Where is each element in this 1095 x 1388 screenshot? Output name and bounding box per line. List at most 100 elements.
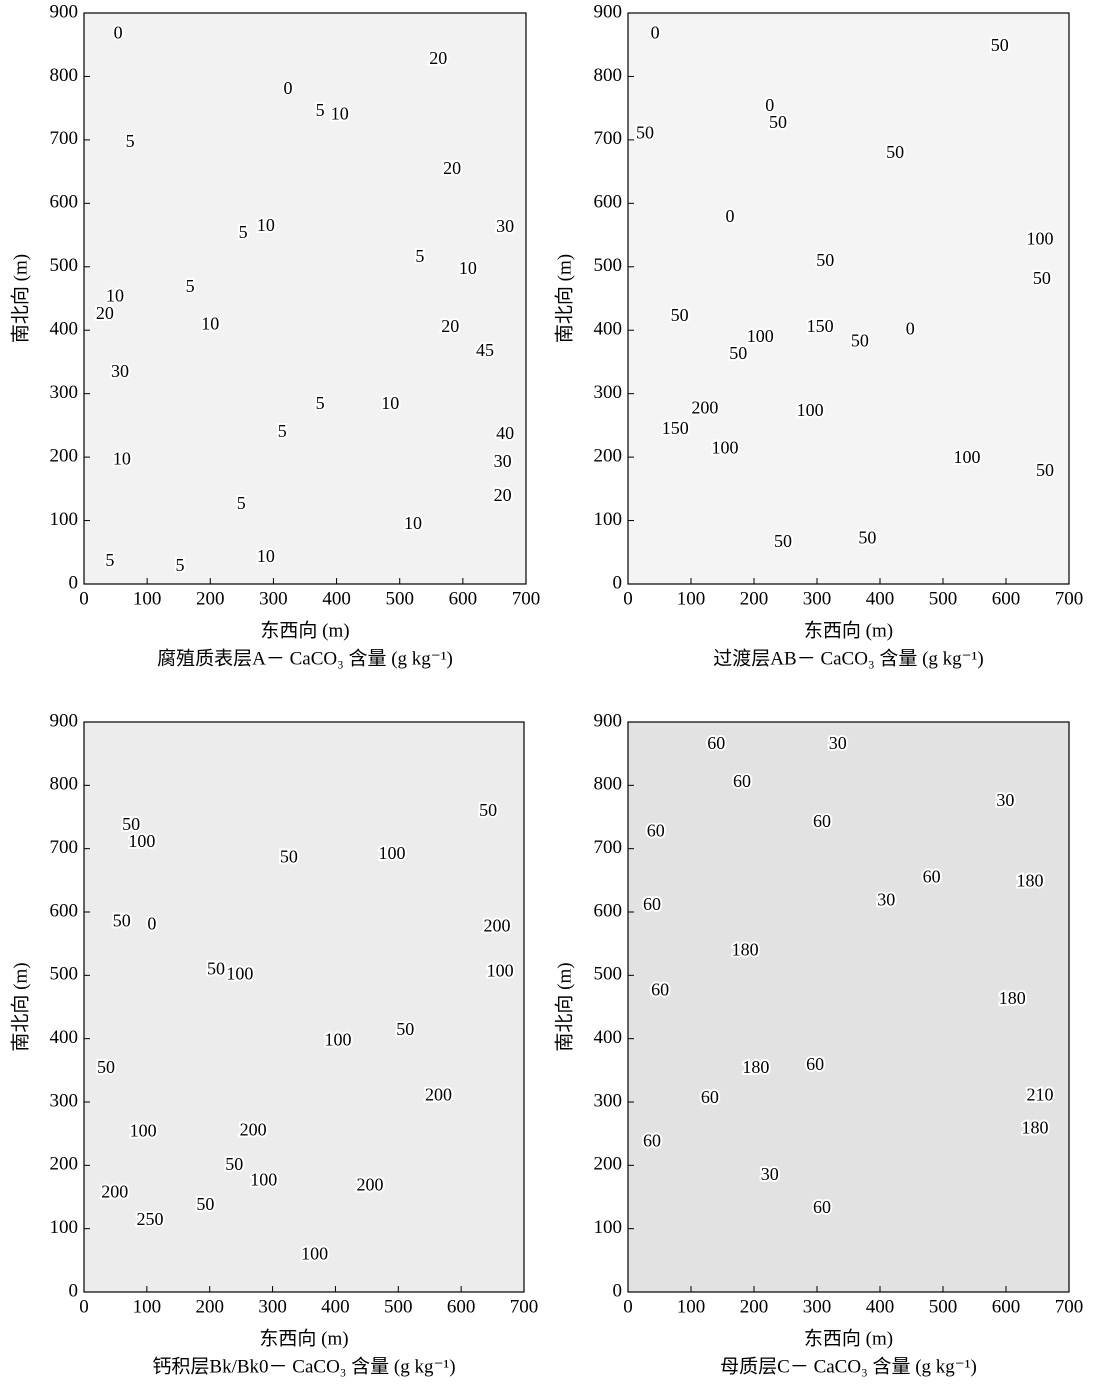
y-tick-label: 400 bbox=[594, 1027, 623, 1048]
contour-label: 60 bbox=[806, 1054, 824, 1074]
contour-label: 100 bbox=[128, 831, 155, 851]
contour-label: 20 bbox=[443, 158, 461, 178]
y-tick-label: 900 bbox=[594, 1, 623, 22]
contour-label: 150 bbox=[662, 418, 689, 438]
x-tick-label: 300 bbox=[803, 1296, 832, 1317]
y-tick-label: 700 bbox=[50, 128, 79, 149]
contour-label: 20 bbox=[494, 485, 512, 505]
contour-label: 50 bbox=[280, 846, 298, 866]
y-tick-label: 100 bbox=[50, 509, 79, 530]
y-tick-label: 500 bbox=[50, 964, 79, 985]
contour-label: 10 bbox=[106, 285, 124, 305]
contour-label: 5 bbox=[186, 276, 195, 296]
contour-label: 0 bbox=[726, 206, 735, 226]
contour-label: 30 bbox=[496, 216, 514, 236]
x-tick-label: 700 bbox=[512, 588, 541, 609]
contour-label: 50 bbox=[991, 35, 1009, 55]
contour-label: 0 bbox=[765, 95, 774, 115]
y-tick-label: 700 bbox=[50, 837, 79, 858]
x-tick-label: 600 bbox=[447, 1296, 476, 1317]
y-tick-label: 400 bbox=[50, 1027, 79, 1048]
plot-frame bbox=[83, 12, 527, 585]
x-tick-label: 300 bbox=[259, 588, 288, 609]
contour-label: 100 bbox=[1027, 228, 1054, 248]
contour-label: 10 bbox=[331, 103, 349, 123]
contour-label: 100 bbox=[324, 1029, 351, 1049]
y-tick-label: 300 bbox=[50, 1090, 79, 1111]
contour-label: 210 bbox=[1027, 1084, 1054, 1104]
x-tick-label: 600 bbox=[992, 1296, 1021, 1317]
plot-area bbox=[84, 722, 524, 1292]
contour-label: 30 bbox=[494, 451, 512, 471]
contour-label: 50 bbox=[816, 250, 834, 270]
y-tick-label: 200 bbox=[594, 445, 623, 466]
y-tick-label: 300 bbox=[50, 382, 79, 403]
plot-frame bbox=[627, 721, 1070, 1293]
contour-label: 200 bbox=[101, 1181, 128, 1201]
x-tick-label: 700 bbox=[1055, 1296, 1084, 1317]
contour-label: 200 bbox=[357, 1174, 384, 1194]
caption: 母质层C－ CaCO₃ 含量 (g kg⁻¹) bbox=[720, 1355, 977, 1377]
contour-label: 60 bbox=[813, 1197, 831, 1217]
contour-label: 40 bbox=[496, 423, 514, 443]
x-axis-label: 东西向 (m) bbox=[260, 619, 349, 641]
contour-label: 5 bbox=[175, 555, 184, 575]
y-tick-label: 500 bbox=[50, 255, 79, 276]
contour-label: 10 bbox=[381, 393, 399, 413]
x-axis-label: 东西向 (m) bbox=[259, 1327, 348, 1349]
y-axis-label: 南北向 (m) bbox=[9, 254, 31, 343]
y-tick-label: 900 bbox=[50, 710, 79, 731]
x-tick-label: 100 bbox=[677, 1296, 706, 1317]
y-tick-label: 900 bbox=[50, 1, 79, 22]
x-tick-label: 600 bbox=[992, 588, 1021, 609]
contour-label: 180 bbox=[732, 939, 759, 959]
contour-label: 60 bbox=[651, 979, 669, 999]
x-tick-label: 400 bbox=[866, 1296, 895, 1317]
contour-label: 30 bbox=[761, 1164, 779, 1184]
contour-label: 50 bbox=[113, 910, 131, 930]
contour-label: 30 bbox=[111, 361, 129, 381]
y-tick-label: 400 bbox=[594, 319, 623, 340]
contour-label: 10 bbox=[257, 546, 275, 566]
contour-label: 50 bbox=[479, 800, 497, 820]
x-tick-label: 700 bbox=[510, 1296, 539, 1317]
contour-label: 50 bbox=[636, 122, 654, 142]
y-axis-label: 南北向 (m) bbox=[553, 962, 575, 1051]
contour-label: 50 bbox=[122, 814, 140, 834]
contour-label: 30 bbox=[877, 889, 895, 909]
x-tick-label: 0 bbox=[79, 588, 89, 609]
x-tick-label: 0 bbox=[79, 1296, 89, 1317]
y-tick-label: 600 bbox=[50, 900, 79, 921]
contour-label: 60 bbox=[643, 894, 661, 914]
plot-frame bbox=[627, 12, 1070, 585]
contour-label: 100 bbox=[747, 326, 774, 346]
contour-label: 180 bbox=[1016, 870, 1043, 890]
contour-label: 60 bbox=[643, 1131, 661, 1151]
contour-label: 5 bbox=[126, 131, 135, 151]
contour-label: 180 bbox=[742, 1057, 769, 1077]
y-tick-label: 200 bbox=[594, 1154, 623, 1175]
caption: 腐殖质表层A－ CaCO₃ 含量 (g kg⁻¹) bbox=[157, 647, 453, 669]
x-tick-label: 300 bbox=[803, 588, 832, 609]
contour-label: 45 bbox=[476, 340, 494, 360]
contour-label: 50 bbox=[774, 531, 792, 551]
contour-label: 50 bbox=[671, 305, 689, 325]
contour-label: 60 bbox=[733, 771, 751, 791]
y-tick-label: 500 bbox=[594, 964, 623, 985]
x-tick-label: 100 bbox=[677, 588, 706, 609]
x-tick-label: 400 bbox=[322, 588, 351, 609]
y-tick-label: 0 bbox=[613, 1280, 623, 1301]
contour-label: 10 bbox=[404, 513, 422, 533]
y-tick-label: 800 bbox=[50, 65, 79, 86]
y-tick-label: 400 bbox=[50, 319, 79, 340]
contour-label: 50 bbox=[858, 528, 876, 548]
x-tick-label: 300 bbox=[258, 1296, 287, 1317]
plot-frame bbox=[83, 721, 525, 1293]
contour-label: 100 bbox=[953, 447, 980, 467]
y-tick-label: 800 bbox=[594, 774, 623, 795]
contour-label: 5 bbox=[105, 550, 114, 570]
y-tick-label: 600 bbox=[50, 192, 79, 213]
contour-label: 5 bbox=[415, 246, 424, 266]
contour-label: 50 bbox=[851, 330, 869, 350]
